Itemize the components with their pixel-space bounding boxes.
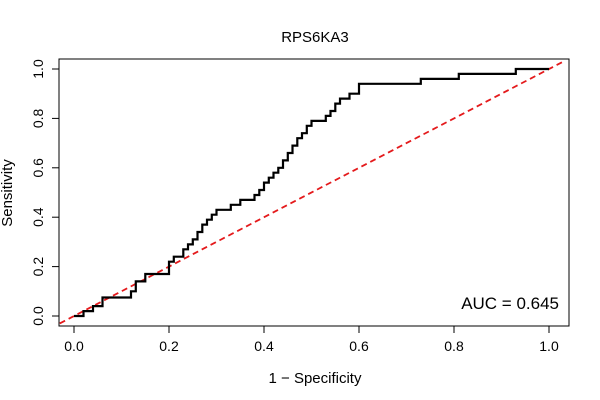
plot-frame [58, 58, 570, 327]
y-tick-label: 1.0 [30, 59, 46, 79]
chart-title: RPS6KA3 [281, 29, 349, 46]
auc-label: AUC = 0.645 [461, 294, 559, 313]
x-tick-label: 1.0 [539, 338, 559, 354]
x-tick-label: 0.6 [349, 338, 369, 354]
y-tick-label: 0.6 [30, 158, 46, 178]
y-tick-label: 0.4 [30, 207, 46, 227]
x-axis: 0.0 0.2 0.4 0.6 0.8 1.0 [64, 325, 559, 354]
y-tick-label: 0.8 [30, 108, 46, 128]
x-axis-title: 1 − Specificity [269, 370, 362, 387]
y-axis: 0.0 0.2 0.4 0.6 0.8 1.0 [30, 59, 60, 326]
x-tick-label: 0.8 [444, 338, 464, 354]
x-tick-label: 0.0 [64, 338, 84, 354]
x-tick-label: 0.4 [254, 338, 274, 354]
y-tick-label: 0.0 [30, 306, 46, 326]
y-axis-title: Sensitivity [0, 159, 16, 227]
y-tick-label: 0.2 [30, 257, 46, 277]
x-tick-label: 0.2 [159, 338, 179, 354]
roc-curve-line [74, 67, 549, 318]
reference-diagonal-line [59, 60, 564, 325]
